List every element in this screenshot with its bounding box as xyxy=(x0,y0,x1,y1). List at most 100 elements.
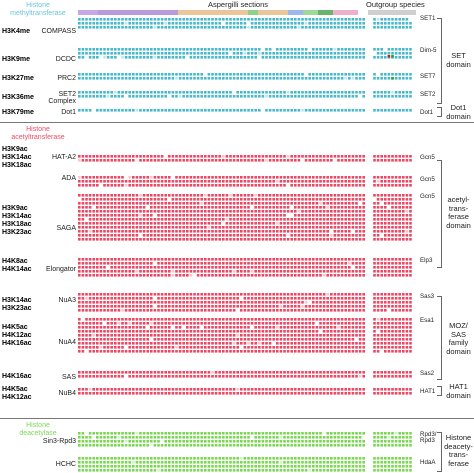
matrix-cell xyxy=(261,436,265,439)
matrix-cell xyxy=(157,194,160,197)
matrix-cell xyxy=(265,330,268,333)
matrix-cell xyxy=(121,180,124,183)
matrix-cell xyxy=(160,326,164,329)
matrix-cell xyxy=(160,301,164,304)
matrix-cell xyxy=(128,309,131,312)
matrix-cell xyxy=(384,77,387,80)
matrix-cell xyxy=(391,91,394,94)
matrix-cell xyxy=(337,238,340,241)
matrix-cell xyxy=(380,52,383,55)
matrix-cell xyxy=(344,432,347,435)
matrix-cell xyxy=(211,77,214,80)
matrix-cell xyxy=(142,56,146,59)
matrix-cell xyxy=(373,301,376,304)
matrix-cell xyxy=(175,109,178,112)
matrix-cell xyxy=(250,214,254,217)
matrix-cell xyxy=(348,73,351,76)
matrix-cell xyxy=(193,18,196,21)
matrix-cell xyxy=(268,56,272,59)
matrix-cell xyxy=(405,109,409,112)
matrix-cell xyxy=(196,350,200,353)
matrix-cell xyxy=(250,388,254,391)
matrix-cell xyxy=(405,234,409,237)
matrix-cell xyxy=(96,238,99,241)
matrix-cell xyxy=(168,73,171,76)
matrix-cell xyxy=(236,52,239,55)
matrix-cell xyxy=(78,202,81,205)
matrix-cell xyxy=(387,309,391,312)
matrix-cell xyxy=(304,214,308,217)
matrix-cell xyxy=(142,194,146,197)
matrix-cell xyxy=(376,309,380,312)
matrix-cell xyxy=(182,52,185,55)
matrix-cell xyxy=(279,322,283,325)
matrix-cell xyxy=(204,309,207,312)
matrix-cell xyxy=(103,234,106,237)
matrix-cell xyxy=(78,440,81,443)
matrix-cell xyxy=(333,375,337,378)
matrix-cell xyxy=(258,218,261,221)
matrix-cell xyxy=(265,48,268,51)
matrix-cell xyxy=(157,56,160,59)
matrix-cell xyxy=(200,222,203,225)
matrix-cell xyxy=(373,230,376,233)
matrix-cell xyxy=(261,440,265,443)
matrix-cell xyxy=(261,214,265,217)
matrix-cell xyxy=(265,91,268,94)
matrix-cell xyxy=(182,322,185,325)
matrix-cell xyxy=(204,238,207,241)
matrix-cell xyxy=(128,338,131,341)
matrix-cell xyxy=(232,392,236,395)
matrix-cell xyxy=(326,91,329,94)
matrix-cell xyxy=(315,305,319,308)
matrix-cell xyxy=(178,214,182,217)
matrix-cell xyxy=(114,202,117,205)
matrix-cell xyxy=(103,440,106,443)
matrix-cell xyxy=(146,326,149,329)
matrix-cell xyxy=(326,258,329,261)
matrix-cell xyxy=(81,18,85,21)
matrix-cell xyxy=(96,388,99,391)
matrix-cell xyxy=(348,22,351,25)
matrix-cell xyxy=(157,73,160,76)
matrix-cell xyxy=(312,436,315,439)
matrix-cell xyxy=(186,73,189,76)
matrix-cell xyxy=(279,52,283,55)
matrix-cell xyxy=(304,301,308,304)
matrix-cell xyxy=(258,159,261,162)
matrix-cell xyxy=(247,301,250,304)
matrix-cell xyxy=(196,194,200,197)
matrix-cell xyxy=(308,322,311,325)
matrix-cell xyxy=(340,326,344,329)
matrix-cell xyxy=(117,194,121,197)
matrix-cell xyxy=(88,432,92,435)
matrix-cell xyxy=(164,274,167,277)
matrix-cell xyxy=(236,350,239,353)
matrix-cell xyxy=(376,194,380,197)
matrix-cell xyxy=(236,274,239,277)
matrix-cell xyxy=(344,56,347,59)
matrix-cell xyxy=(164,180,167,183)
matrix-cell xyxy=(236,258,239,261)
matrix-cell xyxy=(265,184,268,187)
matrix-cell xyxy=(351,440,355,443)
matrix-cell xyxy=(211,440,214,443)
matrix-cell xyxy=(384,318,387,321)
matrix-cell xyxy=(88,326,92,329)
matrix-cell xyxy=(153,375,157,378)
matrix-cell xyxy=(272,270,275,273)
matrix-cell xyxy=(330,184,333,187)
matrix-cell xyxy=(376,375,380,378)
matrix-cell xyxy=(150,432,153,435)
matrix-cell xyxy=(268,322,272,325)
matrix-cell xyxy=(189,202,193,205)
matrix-cell xyxy=(139,440,142,443)
matrix-cell xyxy=(240,194,243,197)
matrix-cell xyxy=(132,293,135,296)
matrix-cell xyxy=(276,91,279,94)
matrix-cell xyxy=(398,155,401,158)
matrix-cell xyxy=(236,270,239,273)
matrix-cell xyxy=(265,222,268,225)
matrix-cell xyxy=(222,91,225,94)
matrix-cell xyxy=(229,440,232,443)
